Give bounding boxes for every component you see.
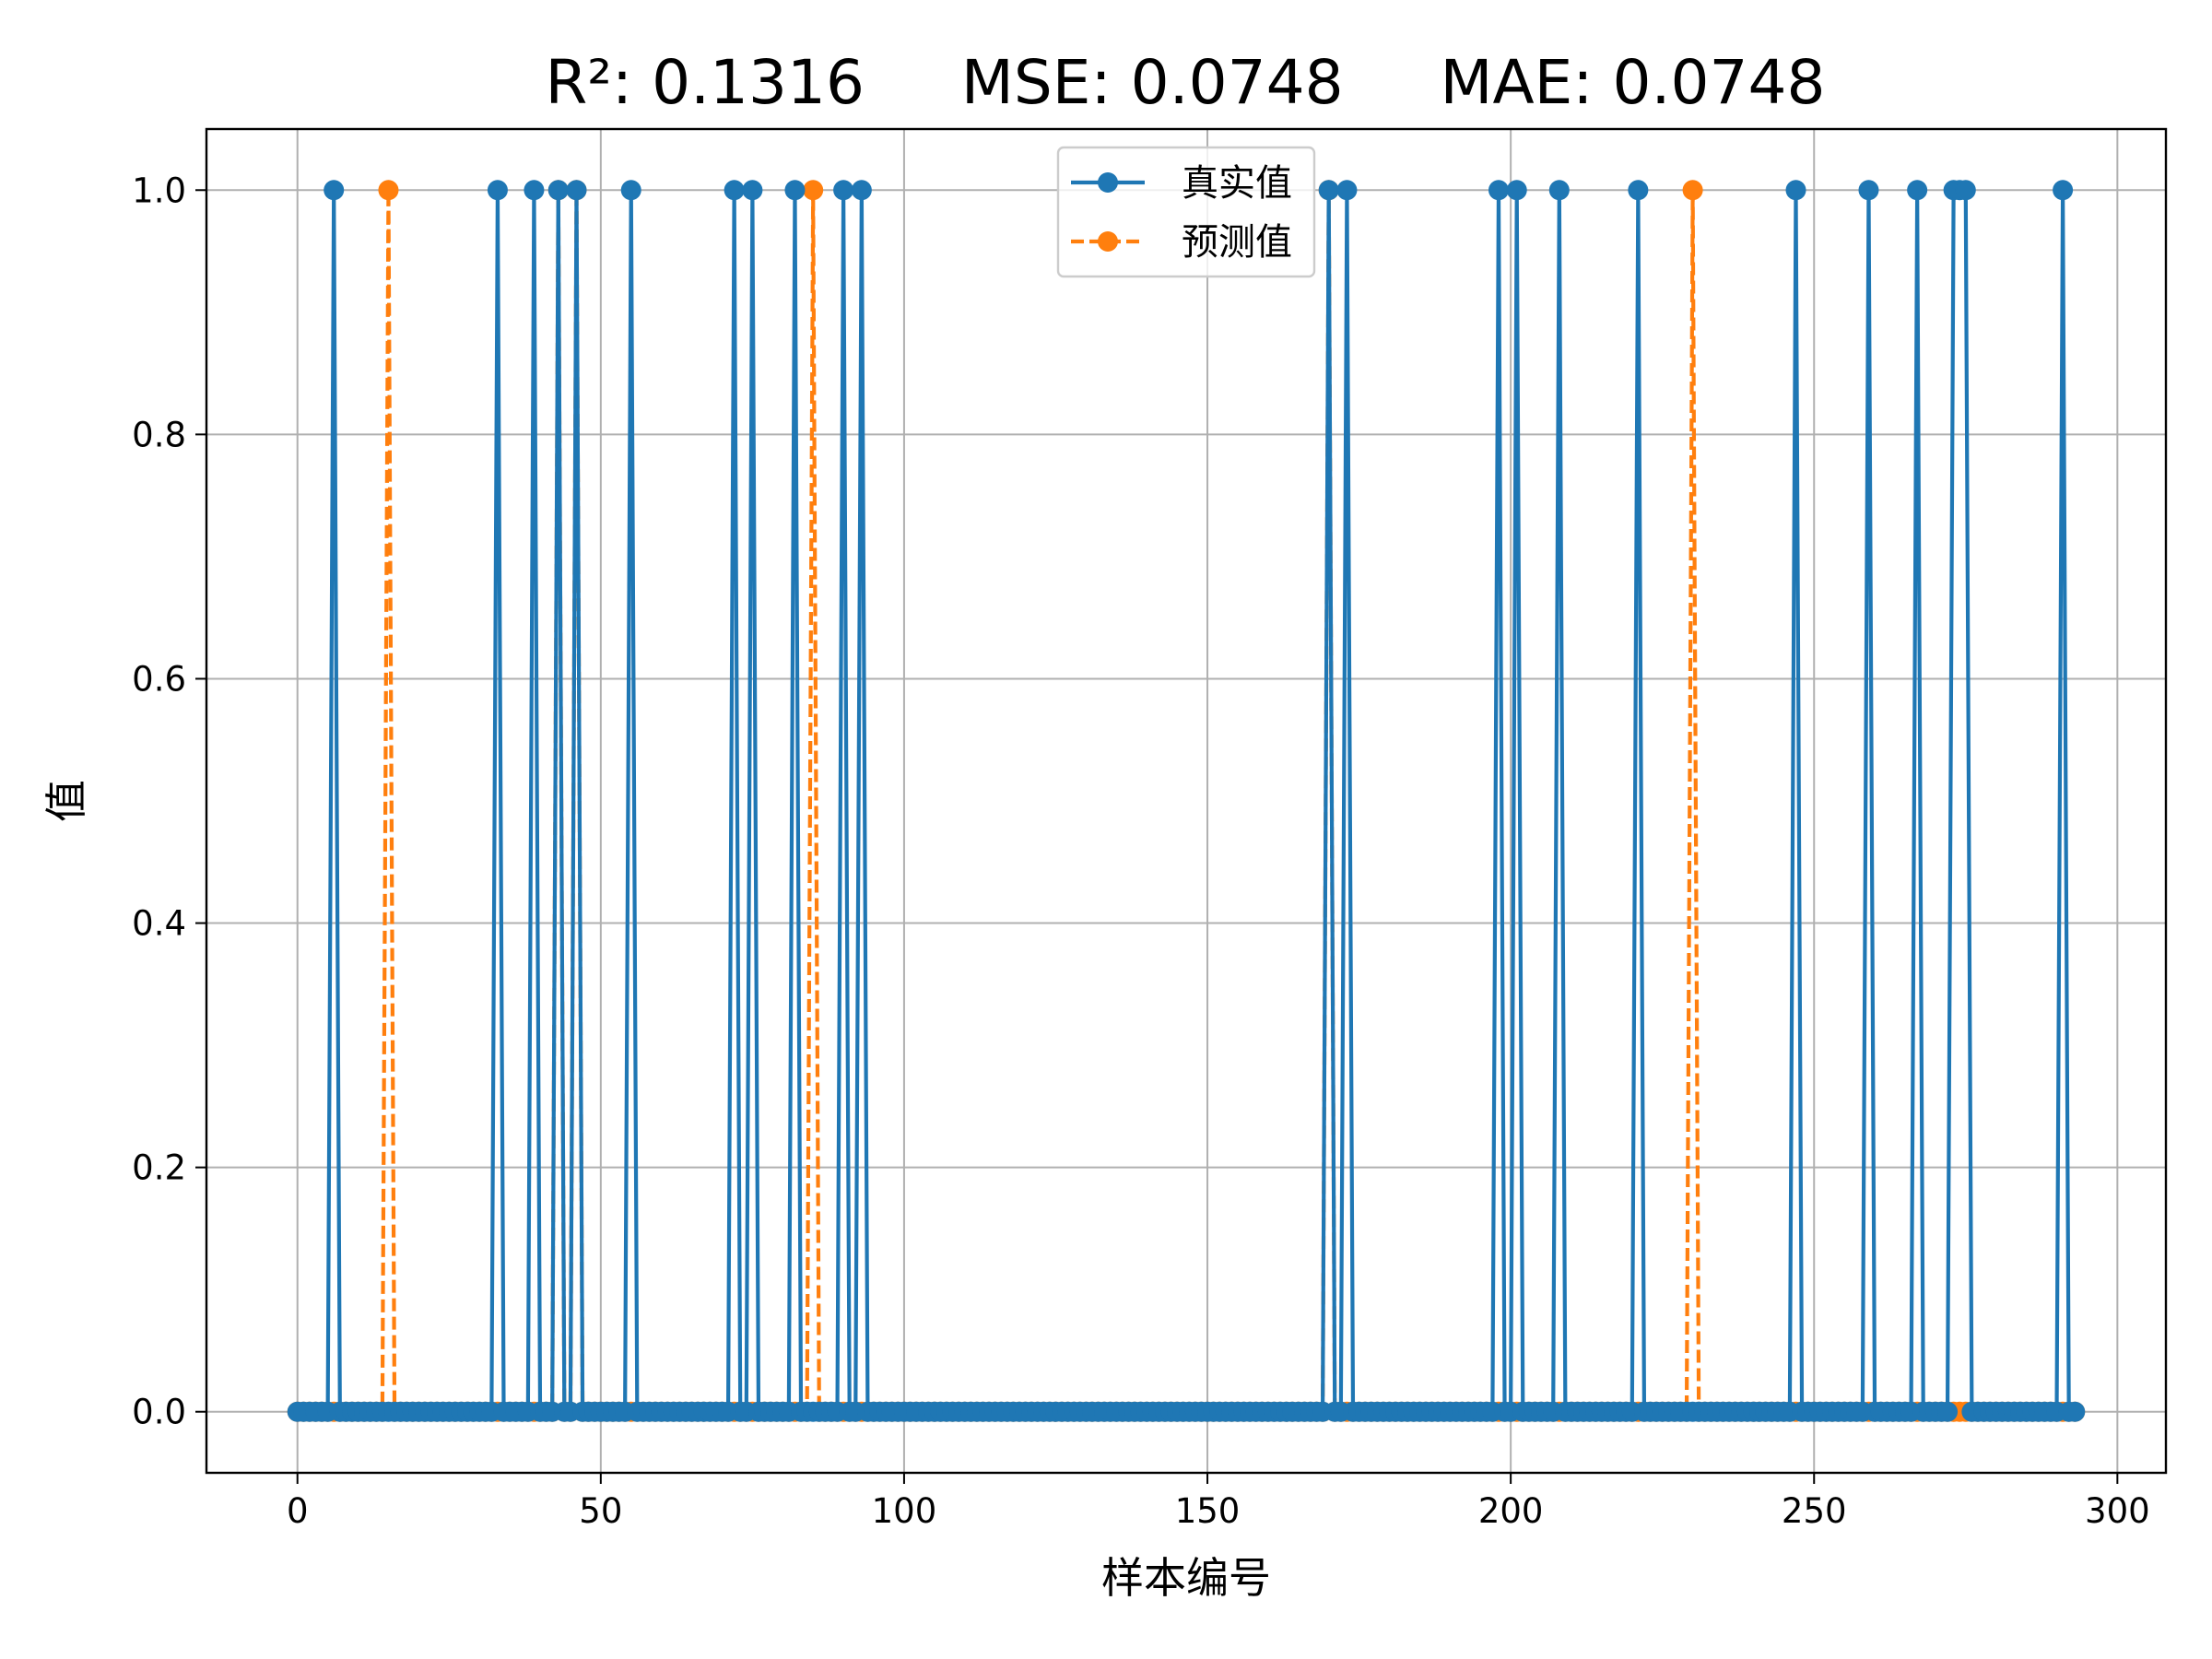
- data-point: [620, 180, 641, 201]
- data-point: [784, 180, 806, 201]
- data-point: [524, 180, 545, 201]
- x-tick-label: 0: [287, 1491, 309, 1531]
- data-point: [324, 180, 345, 201]
- data-point: [742, 180, 763, 201]
- legend-box: [1056, 146, 1316, 278]
- data-point: [1336, 180, 1358, 201]
- data-point: [547, 180, 569, 201]
- data-point: [1548, 180, 1570, 201]
- x-tick-label: 250: [1782, 1491, 1847, 1531]
- data-point: [1628, 180, 1649, 201]
- plot-area-frame: [205, 127, 2168, 1475]
- y-tick-label: 1.0: [132, 171, 186, 210]
- y-tick-label: 0.8: [132, 415, 186, 454]
- x-tick-label: 300: [2085, 1491, 2150, 1531]
- x-tick-label: 200: [1478, 1491, 1544, 1531]
- data-point: [851, 180, 872, 201]
- data-point: [1955, 180, 1976, 201]
- y-tick-label: 0.4: [132, 904, 186, 944]
- x-tick-label: 150: [1175, 1491, 1241, 1531]
- data-point: [803, 180, 824, 201]
- data-point: [833, 180, 854, 201]
- y-tick-label: 0.0: [132, 1393, 186, 1432]
- legend-item-true-value: 真实值: [1071, 162, 1292, 205]
- x-axis-title: 样本编号: [1101, 1553, 1271, 1603]
- x-tick-label: 100: [872, 1491, 937, 1531]
- y-axis: 0.0 0.2 0.4 0.6 0.8 1.0: [132, 171, 206, 1432]
- x-tick-label: 50: [579, 1491, 622, 1531]
- y-tick-label: 0.6: [132, 659, 186, 699]
- legend-marker-predicted-value: [1098, 231, 1118, 252]
- series-layer: [287, 180, 2086, 1422]
- data-point: [1858, 180, 1879, 201]
- data-point: [1785, 180, 1806, 201]
- data-point: [1506, 180, 1527, 201]
- data-point: [566, 180, 587, 201]
- data-point: [2065, 1401, 2086, 1422]
- data-point: [378, 180, 399, 201]
- data-point: [1682, 180, 1703, 201]
- legend-marker-true-value: [1098, 172, 1118, 193]
- x-axis: 0 50 100 150 200 250 300: [287, 1473, 2150, 1531]
- data-point: [487, 180, 508, 201]
- y-tick-label: 0.2: [132, 1148, 186, 1188]
- data-point: [1318, 180, 1339, 201]
- legend-item-predicted-value: 预测值: [1071, 221, 1292, 264]
- chart-title: R²: 0.1316 MSE: 0.0748 MAE: 0.0748: [546, 47, 1826, 118]
- data-point: [1488, 180, 1509, 201]
- legend: 真实值 预测值: [1056, 146, 1316, 278]
- data-point: [1937, 1401, 1959, 1422]
- data-point: [1907, 180, 1928, 201]
- legend-label-predicted-value: 预测值: [1182, 221, 1292, 264]
- series-true-value: [287, 180, 2086, 1422]
- data-point: [724, 180, 745, 201]
- data-point: [2053, 180, 2074, 201]
- legend-label-true-value: 真实值: [1182, 162, 1292, 205]
- y-axis-title: 值: [41, 780, 91, 822]
